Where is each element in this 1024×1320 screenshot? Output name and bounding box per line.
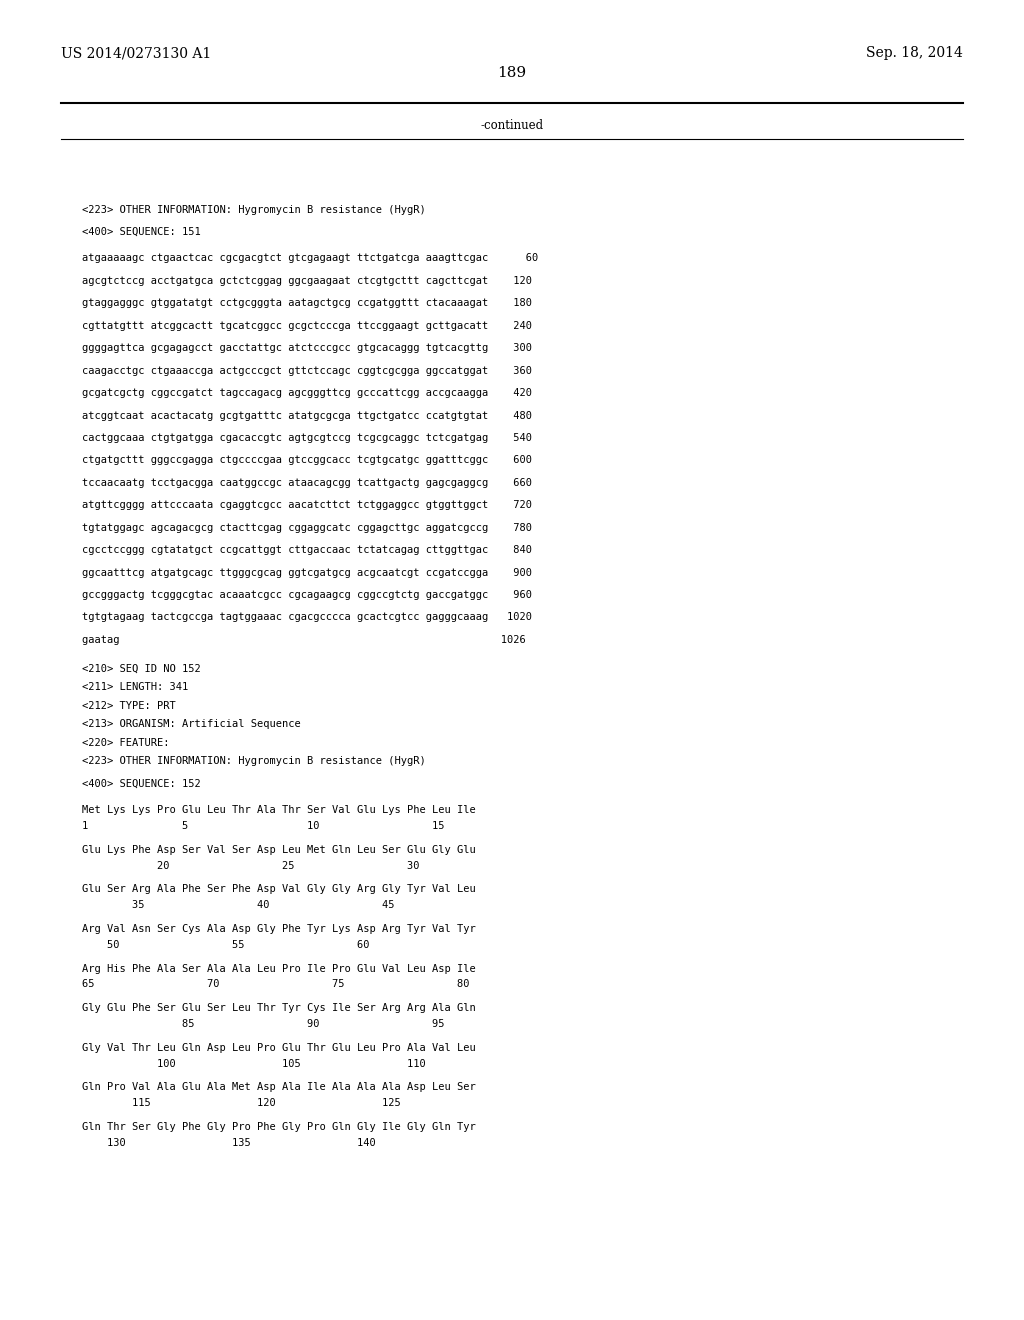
Text: US 2014/0273130 A1: US 2014/0273130 A1 bbox=[61, 46, 212, 61]
Text: <210> SEQ ID NO 152: <210> SEQ ID NO 152 bbox=[82, 664, 201, 675]
Text: Gln Thr Ser Gly Phe Gly Pro Phe Gly Pro Gln Gly Ile Gly Gln Tyr: Gln Thr Ser Gly Phe Gly Pro Phe Gly Pro … bbox=[82, 1122, 476, 1133]
Text: 100                 105                 110: 100 105 110 bbox=[82, 1059, 426, 1069]
Text: Glu Lys Phe Asp Ser Val Ser Asp Leu Met Gln Leu Ser Glu Gly Glu: Glu Lys Phe Asp Ser Val Ser Asp Leu Met … bbox=[82, 845, 476, 855]
Text: 130                 135                 140: 130 135 140 bbox=[82, 1138, 376, 1148]
Text: Glu Ser Arg Ala Phe Ser Phe Asp Val Gly Gly Arg Gly Tyr Val Leu: Glu Ser Arg Ala Phe Ser Phe Asp Val Gly … bbox=[82, 884, 476, 895]
Text: 20                  25                  30: 20 25 30 bbox=[82, 861, 420, 871]
Text: Gly Glu Phe Ser Glu Ser Leu Thr Tyr Cys Ile Ser Arg Arg Ala Gln: Gly Glu Phe Ser Glu Ser Leu Thr Tyr Cys … bbox=[82, 1003, 476, 1014]
Text: agcgtctccg acctgatgca gctctcggag ggcgaagaat ctcgtgcttt cagcttcgat    120: agcgtctccg acctgatgca gctctcggag ggcgaag… bbox=[82, 276, 531, 286]
Text: <213> ORGANISM: Artificial Sequence: <213> ORGANISM: Artificial Sequence bbox=[82, 719, 301, 730]
Text: Gln Pro Val Ala Glu Ala Met Asp Ala Ile Ala Ala Ala Asp Leu Ser: Gln Pro Val Ala Glu Ala Met Asp Ala Ile … bbox=[82, 1082, 476, 1093]
Text: ctgatgcttt gggccgagga ctgccccgaa gtccggcacc tcgtgcatgc ggatttcggc    600: ctgatgcttt gggccgagga ctgccccgaa gtccggc… bbox=[82, 455, 531, 466]
Text: 1               5                   10                  15: 1 5 10 15 bbox=[82, 821, 444, 832]
Text: atgttcgggg attcccaata cgaggtcgcc aacatcttct tctggaggcc gtggttggct    720: atgttcgggg attcccaata cgaggtcgcc aacatct… bbox=[82, 500, 531, 511]
Text: 65                  70                  75                  80: 65 70 75 80 bbox=[82, 979, 469, 990]
Text: cgcctccggg cgtatatgct ccgcattggt cttgaccaac tctatcagag cttggttgac    840: cgcctccggg cgtatatgct ccgcattggt cttgacc… bbox=[82, 545, 531, 556]
Text: tgtgtagaag tactcgccga tagtggaaac cgacgcccca gcactcgtcc gagggcaaag   1020: tgtgtagaag tactcgccga tagtggaaac cgacgcc… bbox=[82, 612, 531, 623]
Text: <220> FEATURE:: <220> FEATURE: bbox=[82, 738, 169, 748]
Text: Arg His Phe Ala Ser Ala Ala Leu Pro Ile Pro Glu Val Leu Asp Ile: Arg His Phe Ala Ser Ala Ala Leu Pro Ile … bbox=[82, 964, 476, 974]
Text: ggcaatttcg atgatgcagc ttgggcgcag ggtcgatgcg acgcaatcgt ccgatccgga    900: ggcaatttcg atgatgcagc ttgggcgcag ggtcgat… bbox=[82, 568, 531, 578]
Text: atcggtcaat acactacatg gcgtgatttc atatgcgcga ttgctgatcc ccatgtgtat    480: atcggtcaat acactacatg gcgtgatttc atatgcg… bbox=[82, 411, 531, 421]
Text: <400> SEQUENCE: 152: <400> SEQUENCE: 152 bbox=[82, 779, 201, 789]
Text: 115                 120                 125: 115 120 125 bbox=[82, 1098, 400, 1109]
Text: -continued: -continued bbox=[480, 119, 544, 132]
Text: tgtatggagc agcagacgcg ctacttcgag cggaggcatc cggagcttgc aggatcgccg    780: tgtatggagc agcagacgcg ctacttcgag cggaggc… bbox=[82, 523, 531, 533]
Text: atgaaaaagc ctgaactcac cgcgacgtct gtcgagaagt ttctgatcga aaagttcgac      60: atgaaaaagc ctgaactcac cgcgacgtct gtcgaga… bbox=[82, 253, 539, 264]
Text: cactggcaaa ctgtgatgga cgacaccgtc agtgcgtccg tcgcgcaggc tctcgatgag    540: cactggcaaa ctgtgatgga cgacaccgtc agtgcgt… bbox=[82, 433, 531, 444]
Text: <223> OTHER INFORMATION: Hygromycin B resistance (HygR): <223> OTHER INFORMATION: Hygromycin B re… bbox=[82, 205, 426, 215]
Text: 50                  55                  60: 50 55 60 bbox=[82, 940, 370, 950]
Text: 85                  90                  95: 85 90 95 bbox=[82, 1019, 444, 1030]
Text: caagacctgc ctgaaaccga actgcccgct gttctccagc cggtcgcgga ggccatggat    360: caagacctgc ctgaaaccga actgcccgct gttctcc… bbox=[82, 366, 531, 376]
Text: tccaacaatg tcctgacgga caatggccgc ataacagcgg tcattgactg gagcgaggcg    660: tccaacaatg tcctgacgga caatggccgc ataacag… bbox=[82, 478, 531, 488]
Text: cgttatgttt atcggcactt tgcatcggcc gcgctcccga ttccggaagt gcttgacatt    240: cgttatgttt atcggcactt tgcatcggcc gcgctcc… bbox=[82, 321, 531, 331]
Text: 189: 189 bbox=[498, 66, 526, 81]
Text: <400> SEQUENCE: 151: <400> SEQUENCE: 151 bbox=[82, 227, 201, 238]
Text: Sep. 18, 2014: Sep. 18, 2014 bbox=[865, 46, 963, 61]
Text: gcgatcgctg cggccgatct tagccagacg agcgggttcg gcccattcgg accgcaagga    420: gcgatcgctg cggccgatct tagccagacg agcgggt… bbox=[82, 388, 531, 399]
Text: ggggagttca gcgagagcct gacctattgc atctcccgcc gtgcacaggg tgtcacgttg    300: ggggagttca gcgagagcct gacctattgc atctccc… bbox=[82, 343, 531, 354]
Text: Gly Val Thr Leu Gln Asp Leu Pro Glu Thr Glu Leu Pro Ala Val Leu: Gly Val Thr Leu Gln Asp Leu Pro Glu Thr … bbox=[82, 1043, 476, 1053]
Text: <211> LENGTH: 341: <211> LENGTH: 341 bbox=[82, 682, 188, 693]
Text: gtaggagggc gtggatatgt cctgcgggta aatagctgcg ccgatggttt ctacaaagat    180: gtaggagggc gtggatatgt cctgcgggta aatagct… bbox=[82, 298, 531, 309]
Text: <223> OTHER INFORMATION: Hygromycin B resistance (HygR): <223> OTHER INFORMATION: Hygromycin B re… bbox=[82, 756, 426, 767]
Text: gaatag                                                             1026: gaatag 1026 bbox=[82, 635, 525, 645]
Text: <212> TYPE: PRT: <212> TYPE: PRT bbox=[82, 701, 176, 711]
Text: gccgggactg tcgggcgtac acaaatcgcc cgcagaagcg cggccgtctg gaccgatggc    960: gccgggactg tcgggcgtac acaaatcgcc cgcagaa… bbox=[82, 590, 531, 601]
Text: 35                  40                  45: 35 40 45 bbox=[82, 900, 394, 911]
Text: Met Lys Lys Pro Glu Leu Thr Ala Thr Ser Val Glu Lys Phe Leu Ile: Met Lys Lys Pro Glu Leu Thr Ala Thr Ser … bbox=[82, 805, 476, 816]
Text: Arg Val Asn Ser Cys Ala Asp Gly Phe Tyr Lys Asp Arg Tyr Val Tyr: Arg Val Asn Ser Cys Ala Asp Gly Phe Tyr … bbox=[82, 924, 476, 935]
